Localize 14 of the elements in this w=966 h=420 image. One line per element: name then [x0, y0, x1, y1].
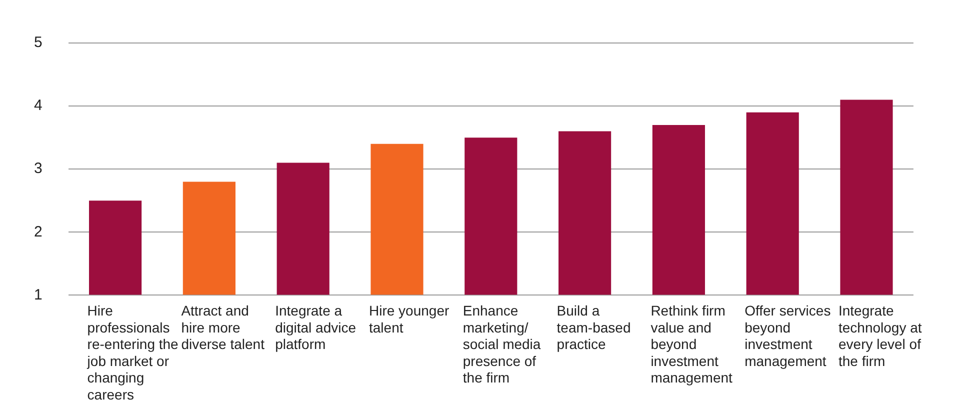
- y-tick-label: 4: [34, 97, 42, 114]
- y-tick-label: 3: [34, 160, 42, 178]
- x-tick-label: Hire professionals re-entering the job market or changing careers: [86, 302, 179, 402]
- x-tick-label: Integrate a digital advice platform: [275, 302, 356, 352]
- x-tick-label: Rethink firm value and beyond investment management: [650, 302, 733, 386]
- y-tick-label: 5: [34, 34, 42, 52]
- y-tick-label: 1: [34, 286, 42, 304]
- x-tick-label: Hire younger talent: [368, 302, 450, 336]
- x-tick-label: Attract and hire more diverse talent: [181, 302, 265, 352]
- y-tick-label: 2: [34, 223, 42, 240]
- x-tick-label: Offer services beyond investment management: [744, 302, 831, 369]
- x-tick-label: Integrate technology at every level of the firm: [838, 302, 922, 369]
- x-tick-label: Build a team-based practice: [556, 302, 631, 352]
- x-tick-label: Enhance marketing/ social media presence of the firm: [462, 302, 541, 386]
